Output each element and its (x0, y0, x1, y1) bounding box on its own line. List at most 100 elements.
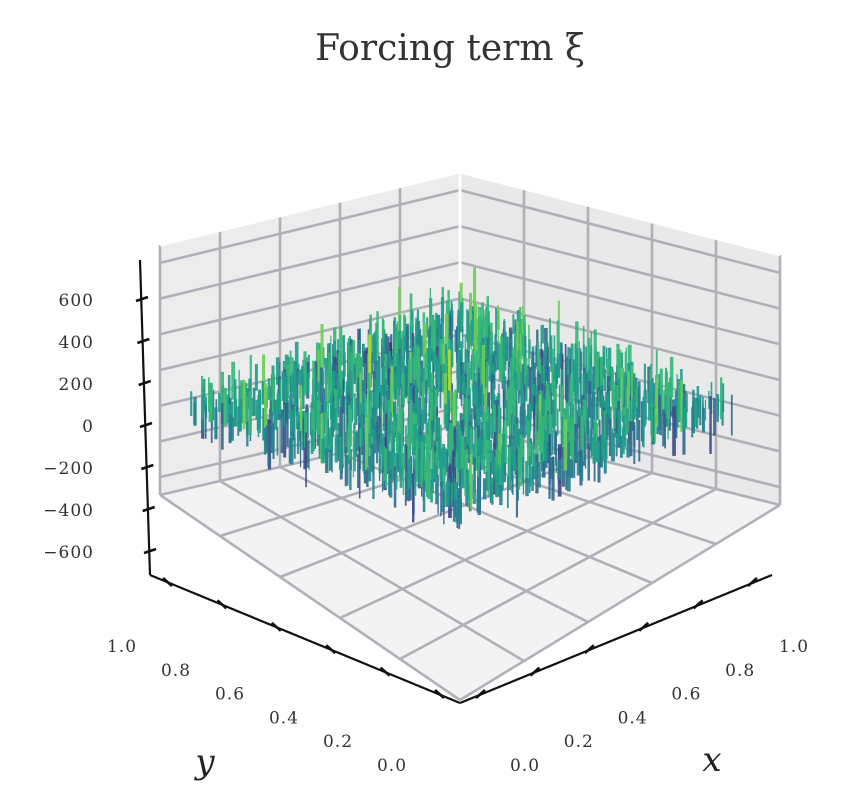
surface-spike (218, 392, 221, 412)
surface-spike (658, 373, 661, 400)
surface-spike (596, 441, 600, 463)
surface-spike (190, 391, 193, 416)
surface-spike (583, 344, 585, 371)
surface-spike (490, 477, 494, 501)
surface-spike (290, 410, 294, 431)
y-tick-mark (379, 666, 391, 677)
surface-spike (568, 359, 571, 396)
surface-spike (381, 438, 385, 466)
y-axis-line (149, 573, 461, 705)
y-tick-label: 0.6 (215, 685, 245, 705)
surface-spike (556, 408, 559, 436)
surface-spike (363, 432, 366, 454)
y-axis-label: y (193, 742, 215, 782)
surface-spike (413, 474, 417, 496)
surface-spike (502, 462, 507, 483)
surface-spike (506, 390, 510, 427)
surface-spike (289, 437, 294, 465)
surface-spike (407, 359, 411, 402)
surface-spike (584, 447, 587, 469)
surface-spike (609, 406, 612, 429)
surface-spike (435, 312, 438, 339)
surface-spike (342, 431, 346, 453)
surface-spike (605, 394, 609, 425)
surface-spike (462, 326, 464, 349)
surface-spike (540, 325, 542, 353)
z-tick-mark (139, 421, 153, 429)
surface-spike (596, 351, 600, 388)
surface-spike (459, 499, 462, 525)
surface-spike (422, 383, 425, 423)
surface-spike (475, 349, 479, 390)
surface-spike (317, 350, 320, 410)
surface-spike (455, 500, 459, 523)
surface-spike (220, 371, 224, 412)
z-tick-label: 0 (82, 417, 94, 437)
x-tick-mark (529, 666, 541, 677)
surface-spike (440, 324, 443, 344)
surface-spike (613, 381, 616, 429)
surface-spike (337, 395, 340, 418)
surface-spike (331, 391, 333, 424)
surface-spike (617, 349, 622, 398)
surface-spike (512, 475, 514, 495)
surface-spike (308, 439, 310, 470)
surface-spike (404, 444, 406, 470)
surface-spike (478, 315, 482, 354)
surface-spike (544, 366, 546, 398)
surface-spike (556, 320, 560, 363)
surface-spike (490, 413, 493, 439)
surface-spike (606, 358, 610, 393)
surface-spike (214, 407, 218, 440)
y-tick-label: 0.4 (269, 708, 299, 728)
surface-spike (227, 375, 231, 406)
surface-spike (520, 383, 523, 418)
surface-spike (439, 338, 443, 379)
surface-spike (680, 380, 683, 432)
surface-spike (432, 349, 434, 370)
surface-spike (466, 362, 470, 405)
surface-spike (383, 382, 387, 412)
surface-spike (354, 432, 358, 458)
surface-spike (323, 435, 327, 455)
surface-spike (512, 314, 515, 335)
surface-spike (380, 426, 383, 455)
surface-spike (403, 370, 407, 395)
surface-spike (477, 336, 481, 381)
surface-spike (228, 414, 232, 442)
surface-spike (616, 365, 618, 385)
surface-spike (428, 340, 431, 363)
z-axis-line (138, 259, 152, 576)
surface-spike (433, 326, 437, 365)
surface-spike (334, 438, 338, 463)
surface-spike (321, 412, 325, 460)
surface-spike (425, 422, 429, 444)
surface-spike (306, 441, 309, 468)
surface-spike (294, 406, 296, 438)
surface-spike (578, 416, 582, 457)
surface-spike (446, 451, 449, 473)
chart-title: Forcing term ξ (315, 28, 585, 69)
surface-spike (428, 326, 432, 346)
surface-spike (337, 437, 341, 458)
surface-spike (274, 401, 278, 430)
surface-spike (576, 348, 579, 378)
surface-spike (587, 443, 590, 481)
surface-spike (383, 446, 386, 481)
surface-spike (479, 342, 483, 366)
surface-spike (571, 343, 573, 385)
surface-spike (548, 454, 551, 499)
x-tick-label: 0.2 (564, 732, 594, 752)
surface-spike (576, 377, 580, 404)
surface-spike (443, 490, 445, 525)
surface-spike (415, 346, 420, 390)
surface-spike (468, 398, 470, 431)
surface-spike (500, 466, 504, 491)
surface-spike (405, 368, 409, 397)
surface-spike (394, 338, 397, 376)
surface-spike (538, 462, 541, 488)
surface-spike (535, 404, 537, 444)
surface-spike (655, 349, 658, 390)
surface-spike (328, 431, 330, 453)
surface-spike (342, 413, 345, 465)
